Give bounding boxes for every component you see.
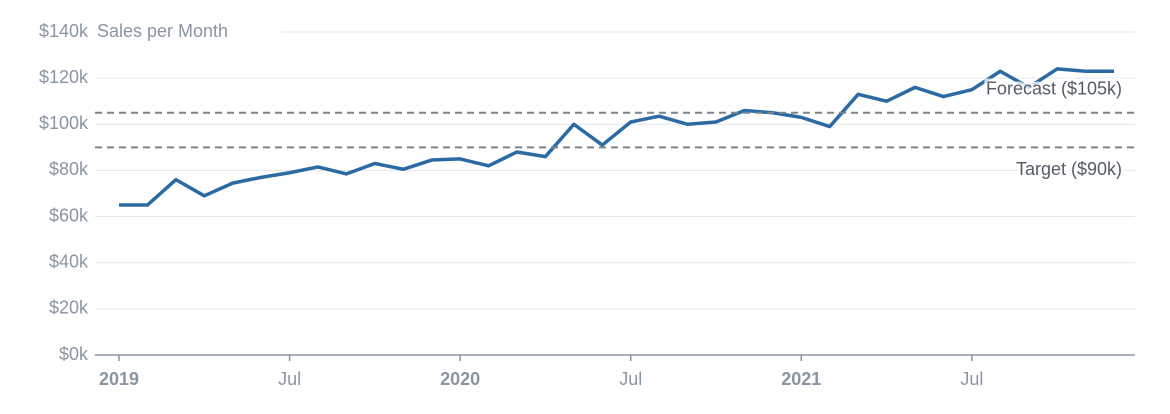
sales-line bbox=[119, 67, 1114, 207]
y-tick-label: $120k bbox=[39, 67, 89, 87]
x-tick-label: 2021 bbox=[781, 369, 821, 389]
reference-label: Target ($90k) bbox=[1016, 159, 1122, 179]
chart-title: Sales per Month bbox=[97, 21, 228, 41]
reference-label: Forecast ($105k) bbox=[986, 79, 1122, 99]
x-tick-label: Jul bbox=[278, 369, 301, 389]
x-tick-label: Jul bbox=[619, 369, 642, 389]
y-tick-label: $140k bbox=[39, 21, 89, 41]
x-tick-label: 2019 bbox=[99, 369, 139, 389]
y-tick-label: $100k bbox=[39, 113, 89, 133]
x-tick-label: 2020 bbox=[440, 369, 480, 389]
x-tick-label: Jul bbox=[960, 369, 983, 389]
y-tick-label: $60k bbox=[49, 205, 89, 225]
y-tick-label: $80k bbox=[49, 159, 89, 179]
y-tick-label: $20k bbox=[49, 298, 89, 318]
y-tick-label: $40k bbox=[49, 251, 89, 271]
title-bg bbox=[88, 18, 282, 46]
y-tick-label: $0k bbox=[59, 344, 89, 364]
